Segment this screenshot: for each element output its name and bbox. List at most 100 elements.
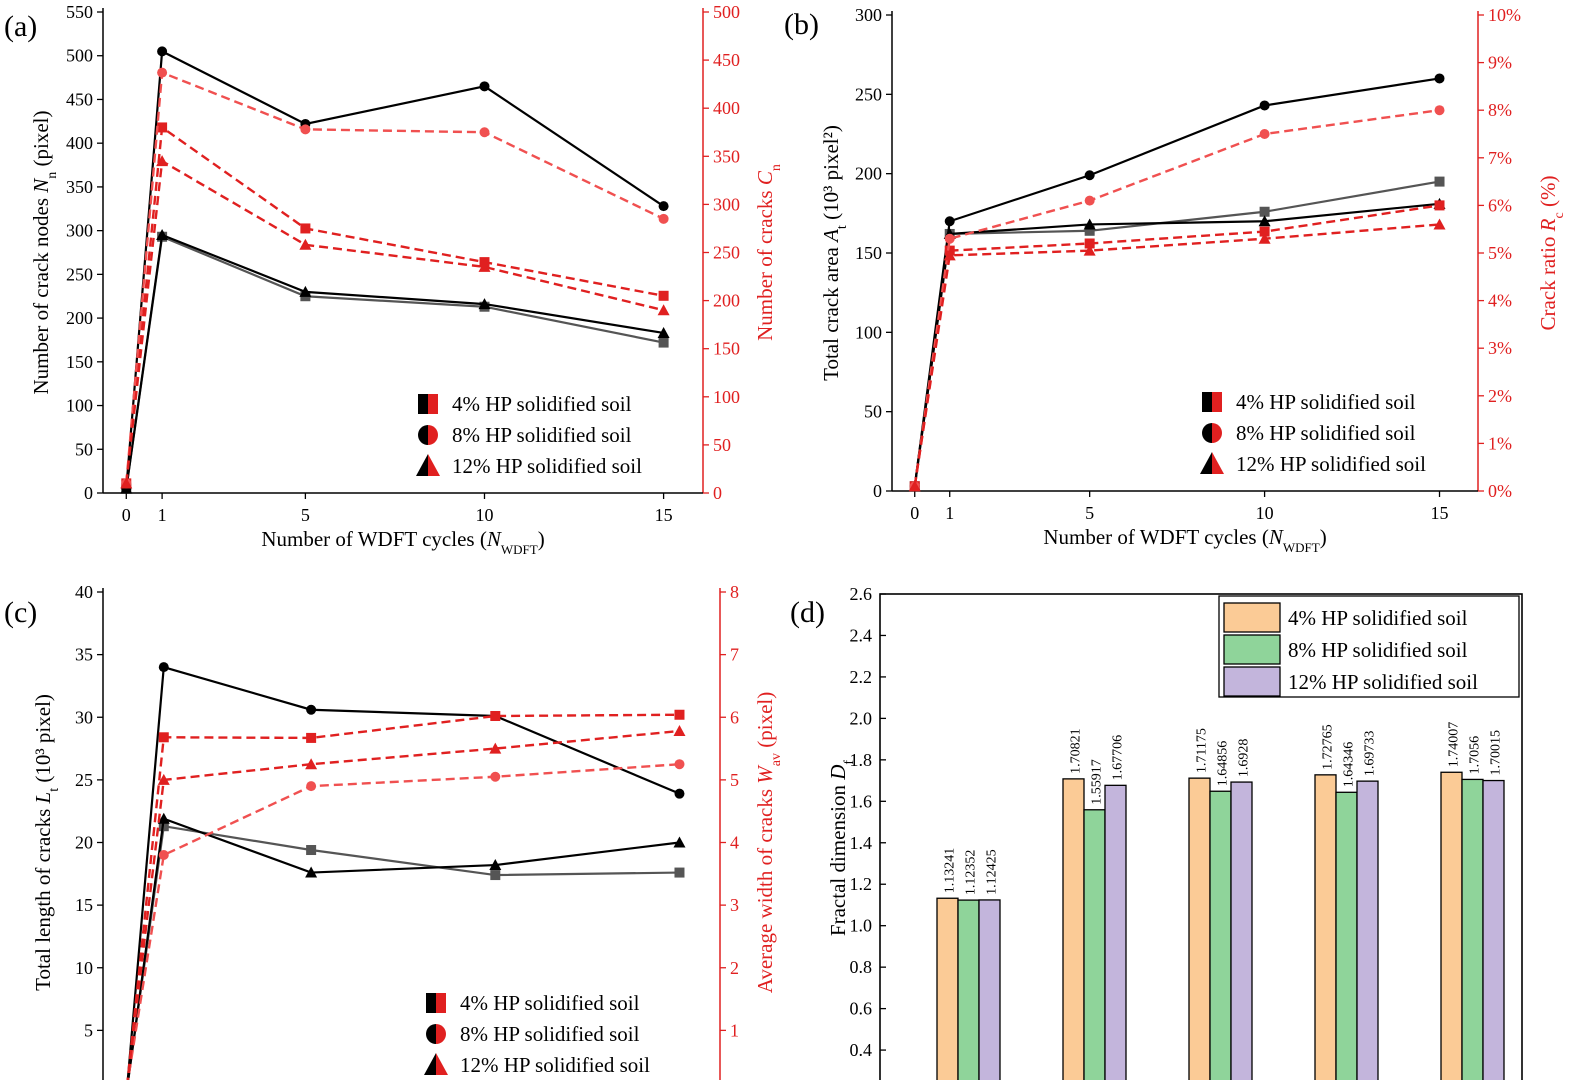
x-tick-label: 1 — [158, 505, 167, 525]
label-part: ) — [538, 527, 545, 551]
y-right-tick-label: 100 — [713, 387, 740, 407]
bar-value-label-s2-g0: 1.12425 — [985, 849, 1000, 895]
y-right-tick-label: 2% — [1488, 386, 1512, 406]
series-5-point — [1433, 218, 1446, 230]
label-part: W — [753, 764, 777, 784]
series-4-point — [674, 759, 685, 770]
y-right-tick-label: 6 — [730, 707, 739, 727]
legend-label-1: 8% HP solidified soil — [460, 1022, 640, 1046]
panel-label: (b) — [784, 8, 819, 41]
bar-value-label-s0-g0: 1.13241 — [943, 848, 958, 894]
y-right-tick-label: 250 — [713, 243, 740, 263]
legend-label-2: 12% HP solidified soil — [452, 454, 642, 478]
y-left-tick-label: 0 — [873, 481, 882, 501]
bar-s2-g1 — [1104, 784, 1127, 1080]
label-part: (pixel) — [29, 110, 53, 171]
series-0-point — [1084, 225, 1095, 236]
series-2-point — [157, 812, 170, 824]
y-tick-label: 2.2 — [850, 667, 873, 687]
label-part: N — [1268, 525, 1284, 549]
legend-marker-2-half-red — [428, 454, 440, 476]
legend-label-0: 4% HP solidified soil — [452, 392, 632, 416]
bar-value-label-s0-g3: 1.72765 — [1321, 724, 1336, 770]
legend-marker-2-half-black — [424, 1053, 436, 1075]
legend-marker-1-half-black — [418, 425, 428, 445]
label-part: (%) — [1536, 176, 1560, 213]
label-part: f — [842, 760, 857, 765]
bar-value-label-s0-g2: 1.71175 — [1195, 728, 1210, 773]
y-right-tick-label: 350 — [713, 146, 740, 166]
series-4-point — [306, 781, 317, 792]
y-tick-label: 0.8 — [850, 957, 873, 977]
bar-value-label-s2-g2: 1.6928 — [1237, 739, 1252, 778]
series-1-point — [306, 704, 317, 715]
bar-s0-g0 — [936, 897, 959, 1080]
y-left-tick-label: 200 — [66, 308, 93, 328]
bar-s0-g1 — [1062, 778, 1085, 1080]
series-2-point — [305, 866, 318, 878]
series-4-point — [300, 124, 311, 135]
legend-marker-0-half-red — [1212, 392, 1222, 412]
legend-label-1: 8% HP solidified soil — [1236, 421, 1416, 445]
bar-s0-g2 — [1188, 777, 1211, 1080]
series-5-point — [908, 480, 921, 492]
y-tick-label: 1.6 — [850, 791, 873, 811]
series-2-point — [657, 326, 670, 338]
y-right-tick-label: 5 — [730, 770, 739, 790]
series-3-point — [490, 710, 501, 721]
y-tick-label: 0.4 — [850, 1040, 873, 1060]
y-left-tick-label: 400 — [66, 133, 93, 153]
y-left-tick-label: 10 — [75, 958, 93, 978]
legend-marker-2-half-black — [1200, 452, 1212, 474]
series-1-point — [158, 662, 169, 673]
bar-s2-g0 — [978, 899, 1001, 1080]
series-5-point — [120, 477, 133, 489]
y-left-tick-label: 100 — [855, 322, 882, 342]
bar-s1-g1 — [1083, 809, 1106, 1080]
legend-label-2: 12% HP solidified soil — [1288, 670, 1478, 694]
y-left-tick-label: 100 — [66, 396, 93, 416]
y-right-axis-title: Number of cracks Cn — [753, 164, 784, 341]
y-left-tick-label: 450 — [66, 89, 93, 109]
y-right-tick-label: 10% — [1488, 5, 1521, 25]
series-4-point — [944, 233, 955, 244]
series-5-point — [943, 249, 956, 261]
label-part: WDFT — [501, 542, 538, 557]
y-left-tick-label: 5 — [84, 1020, 93, 1040]
label-part: n — [769, 164, 784, 171]
series-3-point — [300, 223, 311, 234]
series-line-5 — [913, 223, 1440, 487]
y-right-tick-label: 50 — [713, 435, 731, 455]
label-part: (10³ pixel²) — [819, 125, 843, 225]
legend-label-0: 4% HP solidified soil — [460, 991, 640, 1015]
series-3-point — [306, 732, 317, 743]
legend-marker-0-half-black — [426, 993, 436, 1013]
series-0-point — [674, 867, 685, 878]
series-4-point — [658, 213, 669, 224]
label-part: D — [826, 765, 850, 781]
x-tick-label: 0 — [122, 505, 131, 525]
series-5-point — [489, 742, 502, 754]
y-right-tick-label: 8% — [1488, 100, 1512, 120]
plot-frame — [879, 593, 1523, 1080]
y-left-axis-title: Total crack area At (10³ pixel²) — [819, 125, 850, 381]
y-left-tick-label: 0 — [84, 483, 93, 503]
series-0-point — [306, 845, 317, 856]
y-right-tick-label: 3 — [730, 895, 739, 915]
legend-marker-1-half-red — [428, 425, 438, 445]
legend-swatch-0 — [1223, 602, 1281, 633]
x-tick-label: 5 — [1085, 503, 1094, 523]
series-3-point — [157, 122, 168, 133]
y-left-tick-label: 25 — [75, 770, 93, 790]
y-left-tick-label: 200 — [855, 164, 882, 184]
series-1-point — [157, 46, 168, 57]
series-3-point — [1434, 200, 1445, 211]
x-tick-label: 10 — [1256, 503, 1274, 523]
y-right-tick-label: 6% — [1488, 195, 1512, 215]
bar-value-label-s1-g4: 1.7056 — [1468, 736, 1483, 775]
y-left-tick-label: 350 — [66, 177, 93, 197]
y-right-tick-label: 5% — [1488, 243, 1512, 263]
y-left-tick-label: 500 — [66, 46, 93, 66]
y-left-tick-label: 300 — [66, 221, 93, 241]
series-line-2 — [125, 233, 664, 489]
